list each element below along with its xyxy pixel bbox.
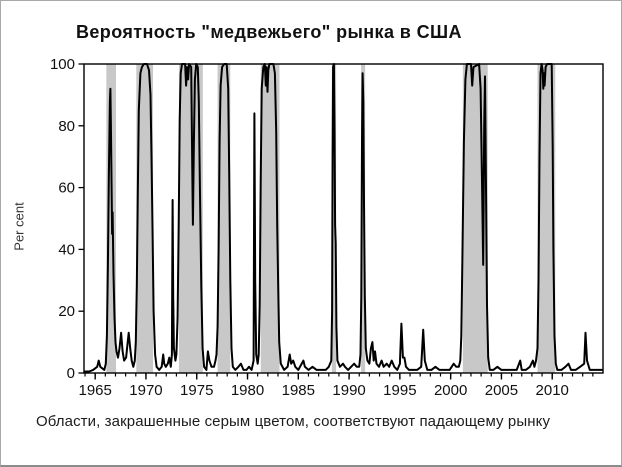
x-tick-label: 1975 xyxy=(180,382,213,399)
plot-frame xyxy=(83,63,604,374)
x-tick-label: 1985 xyxy=(282,382,315,399)
x-tick-label: 1995 xyxy=(383,382,416,399)
bear-market-band xyxy=(260,64,280,373)
bear-market-band xyxy=(136,64,154,373)
x-tick-label: 1970 xyxy=(129,382,162,399)
y-tick-label: 100 xyxy=(50,56,75,73)
y-tick-label: 40 xyxy=(58,241,75,258)
bear-market-band xyxy=(331,64,337,373)
bear-market-band xyxy=(217,64,231,373)
y-tick-label: 60 xyxy=(58,180,75,197)
y-tick-label: 80 xyxy=(58,118,75,135)
probability-line xyxy=(84,63,603,373)
y-axis-title: Per cent xyxy=(11,202,27,251)
x-tick-label: 2005 xyxy=(485,382,518,399)
bear-market-band xyxy=(178,64,203,373)
x-tick-label: 1965 xyxy=(78,382,111,399)
bear-market-band xyxy=(361,64,366,373)
x-tick-label: 1990 xyxy=(332,382,365,399)
x-tick-label: 1980 xyxy=(231,382,264,399)
x-tick-label: 2010 xyxy=(536,382,569,399)
page-title: Вероятность "медвежьего" рынка в США xyxy=(76,22,462,42)
chart-caption: Области, закрашенные серым цветом, соотв… xyxy=(36,413,551,430)
x-tick-label: 2000 xyxy=(434,382,467,399)
y-tick-label: 20 xyxy=(58,303,75,320)
y-tick-label: 0 xyxy=(67,365,75,382)
bear-market-band xyxy=(537,64,556,373)
